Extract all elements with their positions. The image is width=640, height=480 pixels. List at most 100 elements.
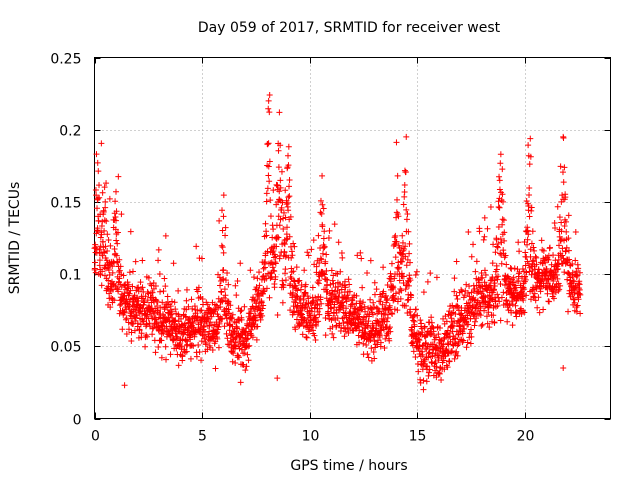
data-point xyxy=(188,356,194,362)
data-point xyxy=(133,315,139,321)
data-point xyxy=(107,196,113,202)
data-point xyxy=(216,218,222,224)
data-point xyxy=(157,289,163,295)
x-tick-label: 15 xyxy=(409,429,427,445)
data-point xyxy=(380,264,386,270)
data-point xyxy=(484,226,490,232)
data-point xyxy=(303,334,309,340)
data-point xyxy=(512,303,518,309)
data-point xyxy=(270,187,276,193)
data-point xyxy=(316,312,322,318)
data-point xyxy=(482,267,488,273)
data-point xyxy=(163,344,169,350)
data-point xyxy=(246,357,252,363)
data-point xyxy=(540,306,546,312)
data-point xyxy=(276,148,282,154)
data-point xyxy=(264,190,270,196)
data-point xyxy=(413,272,419,278)
data-point xyxy=(488,204,494,210)
data-point xyxy=(411,348,417,354)
data-point xyxy=(317,209,323,215)
data-point xyxy=(535,294,541,300)
data-point xyxy=(144,322,150,328)
data-point xyxy=(469,254,475,260)
data-point xyxy=(404,216,410,222)
data-point xyxy=(102,199,108,205)
data-point xyxy=(272,284,278,290)
data-point xyxy=(128,338,134,344)
data-point xyxy=(277,177,283,183)
data-point xyxy=(527,136,533,142)
data-point xyxy=(455,296,461,302)
data-point xyxy=(155,344,161,350)
data-point xyxy=(364,270,370,276)
data-point xyxy=(468,341,474,347)
data-point xyxy=(256,269,262,275)
x-tick-labels: 0 5 10 15 20 xyxy=(91,429,534,445)
data-point xyxy=(368,258,374,264)
data-point xyxy=(425,373,431,379)
data-point xyxy=(395,173,401,179)
data-point xyxy=(161,276,167,282)
data-point xyxy=(565,309,571,315)
data-point xyxy=(496,198,502,204)
data-point xyxy=(233,292,239,298)
data-point xyxy=(286,183,292,189)
data-point xyxy=(267,158,273,164)
x-tick-label: 0 xyxy=(91,429,100,445)
grid-lines xyxy=(95,58,611,419)
data-point xyxy=(112,246,118,252)
data-point xyxy=(114,241,120,247)
data-point xyxy=(99,282,105,288)
data-point xyxy=(106,237,112,243)
data-point xyxy=(304,335,310,341)
data-point xyxy=(282,241,288,247)
data-point xyxy=(403,169,409,175)
data-point xyxy=(323,251,329,257)
data-point xyxy=(113,189,119,195)
data-point xyxy=(403,286,409,292)
data-point xyxy=(500,216,506,222)
data-point xyxy=(241,304,247,310)
data-point xyxy=(427,270,433,276)
data-point xyxy=(472,319,478,325)
data-point xyxy=(405,297,411,303)
data-point xyxy=(119,326,125,332)
data-point xyxy=(366,355,372,361)
data-point xyxy=(481,234,487,240)
data-point xyxy=(267,197,273,203)
data-point xyxy=(453,349,459,355)
data-point xyxy=(183,338,189,344)
data-point xyxy=(560,169,566,175)
data-point xyxy=(552,225,558,231)
data-point xyxy=(508,266,514,272)
data-point xyxy=(546,299,552,305)
data-point xyxy=(424,378,430,384)
data-point xyxy=(454,258,460,264)
y-tick-label: 0.1 xyxy=(59,268,81,284)
data-point xyxy=(266,109,272,115)
data-point xyxy=(575,303,581,309)
data-point xyxy=(319,211,325,217)
data-point xyxy=(399,233,405,239)
data-point xyxy=(96,218,102,224)
data-point xyxy=(341,333,347,339)
data-point xyxy=(123,317,129,323)
data-point xyxy=(470,241,476,247)
data-point xyxy=(496,174,502,180)
data-point xyxy=(326,228,332,234)
axis-ticks xyxy=(95,58,611,420)
data-point xyxy=(563,229,569,235)
data-point xyxy=(396,264,402,270)
data-point xyxy=(482,215,488,221)
data-point xyxy=(219,243,225,249)
data-point xyxy=(561,164,567,170)
data-point xyxy=(339,255,345,261)
data-point xyxy=(224,270,230,276)
data-point xyxy=(294,264,300,270)
data-point xyxy=(403,134,409,140)
data-point xyxy=(237,260,243,266)
data-point xyxy=(172,299,178,305)
data-point xyxy=(497,205,503,211)
data-point xyxy=(413,306,419,312)
